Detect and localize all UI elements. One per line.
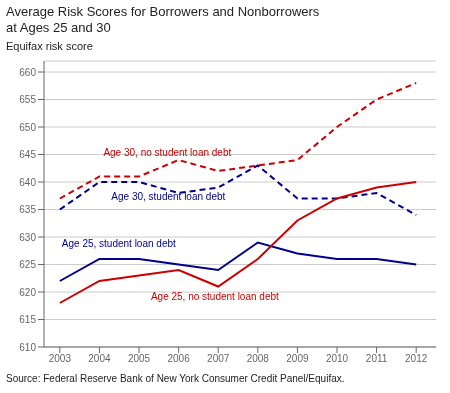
svg-text:625: 625 — [19, 259, 36, 270]
svg-text:630: 630 — [19, 232, 36, 243]
svg-text:2012: 2012 — [405, 353, 428, 364]
svg-text:Age 30, student loan debt: Age 30, student loan debt — [111, 191, 225, 202]
svg-text:2009: 2009 — [286, 353, 309, 364]
svg-text:650: 650 — [19, 122, 36, 133]
svg-text:2011: 2011 — [366, 353, 388, 364]
svg-text:635: 635 — [19, 204, 36, 215]
svg-text:2003: 2003 — [49, 353, 72, 364]
html-text:at Ages 25 and 30: at Ages 25 and 30 — [6, 20, 111, 35]
svg-text:615: 615 — [19, 314, 36, 325]
svg-text:Age 25, no student loan debt: Age 25, no student loan debt — [151, 291, 279, 302]
svg-text:2006: 2006 — [168, 353, 191, 364]
svg-text:2005: 2005 — [128, 353, 151, 364]
html-text:Source: Federal Reserve Bank o: Source: Federal Reserve Bank of New York… — [6, 373, 345, 384]
svg-text:645: 645 — [19, 149, 36, 160]
svg-text:2010: 2010 — [326, 353, 349, 364]
svg-text:2004: 2004 — [88, 353, 111, 364]
html-text:Average Risk Scores for Borrow: Average Risk Scores for Borrowers and No… — [6, 4, 320, 19]
svg-text:620: 620 — [19, 287, 36, 298]
svg-text:Age 30, no student loan debt: Age 30, no student loan debt — [103, 147, 231, 158]
svg-text:Age 25, student loan debt: Age 25, student loan debt — [62, 238, 176, 249]
html-text:Equifax risk score: Equifax risk score — [6, 40, 93, 52]
svg-text:2007: 2007 — [207, 353, 230, 364]
svg-text:2008: 2008 — [247, 353, 270, 364]
svg-text:655: 655 — [19, 94, 36, 105]
svg-text:640: 640 — [19, 177, 36, 188]
svg-text:660: 660 — [19, 67, 36, 78]
svg-text:610: 610 — [19, 342, 36, 353]
